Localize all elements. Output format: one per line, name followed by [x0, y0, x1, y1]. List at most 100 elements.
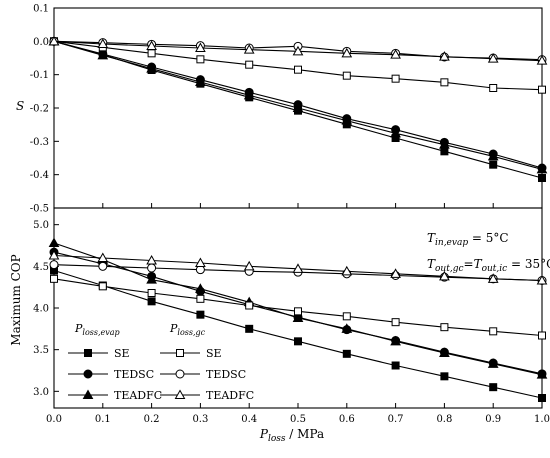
- top-se_gc-point-7: [391, 74, 400, 83]
- top-x-ticks: [53, 203, 543, 208]
- top-teadfc_evap-point-8: [439, 139, 450, 149]
- bottom-se_evap-point-9: [489, 383, 498, 392]
- top-teadfc_gc-point-10: [536, 55, 548, 65]
- bottom-x-tick-label-10: 1.0: [534, 414, 550, 425]
- legend-se-evap-marker: [84, 349, 92, 357]
- legend-se-gc-label: SE: [206, 347, 222, 360]
- legend-header-evap: Ploss,evap: [74, 322, 120, 337]
- legend-tedsc-gc-label: TEDSC: [206, 368, 246, 381]
- top-teadfc_evap-point-3: [195, 76, 206, 86]
- bottom-y-ticks: 5.0 4.5 4.0 3.5 3.0: [33, 220, 59, 398]
- bottom-teadfc_evap-point-5: [292, 312, 304, 322]
- top-teadfc_gc-point-8: [439, 51, 450, 61]
- top-teadfc_evap-point-5: [292, 102, 304, 112]
- bottom-y-tick-label-3: 3.5: [33, 345, 49, 356]
- top-se_gc-point-2: [147, 49, 156, 58]
- top-teadfc_evap-point-6: [341, 115, 353, 125]
- top-teadfc_evap-point-10: [536, 163, 548, 174]
- bottom-teadfc_gc-point-1: [97, 252, 109, 262]
- bottom-tedsc_gc-point-0: [49, 260, 59, 270]
- top-se_evap-point-9: [489, 160, 498, 169]
- bottom-x-tick-label-9: 0.9: [485, 414, 501, 425]
- top-se_evap-point-10: [538, 174, 546, 182]
- legend-row-se: SE SE: [68, 347, 222, 360]
- top-teadfc_gc-point-4: [243, 44, 255, 54]
- top-teadfc_gc-point-7: [390, 49, 401, 59]
- bottom-se_gc-point-8: [440, 323, 449, 332]
- legend-header-evap-sub: loss,evap: [82, 328, 119, 337]
- bottom-teadfc_evap-point-0: [48, 237, 60, 247]
- top-y-tick-label-0: 0.1: [33, 4, 49, 15]
- bottom-se_gc-point-9: [489, 327, 498, 336]
- bottom-y-tick-label-4: 3.0: [33, 387, 49, 398]
- annotation-line-1-value: = 5°C: [468, 231, 509, 245]
- bottom-se_gc-line: [53, 278, 543, 337]
- bottom-teadfc_gc-point-3: [195, 257, 206, 267]
- top-y-axis-title: S: [16, 99, 24, 113]
- bottom-teadfc_evap-point-7: [390, 335, 401, 346]
- legend-tedsc-gc-marker: [175, 369, 185, 379]
- top-series-group: [48, 35, 548, 182]
- top-teadfc_evap-point-4: [243, 89, 255, 100]
- top-y-tick-label-1: 0.0: [33, 37, 49, 48]
- legend-tedsc-evap-marker: [83, 369, 93, 379]
- bottom-se_gc-point-4: [245, 301, 254, 310]
- legend: Ploss,evap Ploss,gc SE SE TEDSC: [68, 322, 254, 402]
- bottom-teadfc_evap-point-8: [439, 347, 450, 357]
- top-se_gc-point-6: [342, 71, 351, 80]
- x-axis-title-sub: loss: [268, 434, 286, 444]
- bottom-teadfc_gc-point-10: [536, 274, 548, 285]
- top-se_gc-point-9: [489, 84, 498, 92]
- bottom-x-tick-label-5: 0.5: [290, 414, 306, 425]
- bottom-se_evap-point-8: [440, 372, 449, 381]
- legend-se-gc-marker: [176, 349, 184, 357]
- top-teadfc_evap-point-2: [146, 63, 157, 73]
- top-teadfc_gc-point-9: [487, 53, 499, 63]
- annotation-line-2-sub2: out,ic: [482, 264, 508, 274]
- bottom-x-tick-label-3: 0.3: [192, 414, 208, 425]
- bottom-se_evap-point-10: [538, 394, 546, 402]
- bottom-se_gc-point-7: [391, 318, 400, 327]
- top-teadfc_gc-point-0: [48, 35, 60, 46]
- top-y-tick-label-2: -0.1: [30, 70, 49, 81]
- bottom-se_evap-point-7: [391, 361, 400, 370]
- bottom-teadfc_evap-point-6: [341, 323, 353, 333]
- top-teadfc_gc-point-5: [292, 45, 304, 56]
- bottom-se_gc-point-10: [538, 331, 546, 340]
- top-y-tick-label-3: -0.2: [30, 104, 49, 115]
- top-y-tick-label-6: -0.5: [30, 204, 49, 215]
- top-teadfc_evap-point-7: [390, 127, 401, 138]
- bottom-series-group: [48, 237, 548, 402]
- legend-teadfc-gc-label: TEADFC: [206, 389, 254, 402]
- bottom-se_evap-point-4: [245, 324, 254, 333]
- bottom-se_gc-point-6: [342, 312, 351, 321]
- bottom-tedsc_gc-point-2: [147, 263, 157, 273]
- top-teadfc_evap-point-1: [97, 49, 109, 60]
- bottom-teadfc_gc-point-8: [439, 270, 450, 281]
- x-axis-title-tail: / MPa: [285, 427, 324, 441]
- annotation-line-2: Tout,gc=Tout,ic = 35°C: [427, 257, 550, 274]
- annotation-line-2-part2: T: [474, 257, 483, 271]
- annotation-line-2-sub1: out,gc: [435, 264, 464, 274]
- bottom-teadfc_gc-point-0: [48, 249, 60, 260]
- top-teadfc_evap-point-9: [487, 150, 499, 161]
- legend-teadfc-evap-label: TEADFC: [114, 389, 162, 402]
- bottom-y-axis-title: Maximum COP: [9, 254, 23, 345]
- top-se_gc-point-4: [245, 60, 254, 69]
- bottom-y-tick-label-1: 4.5: [33, 262, 49, 273]
- bottom-teadfc_gc-point-5: [292, 263, 304, 273]
- bottom-teadfc_evap-point-2: [146, 274, 157, 284]
- bottom-se_gc-point-0: [50, 274, 58, 283]
- top-teadfc_gc-point-2: [146, 40, 157, 50]
- top-teadfc_gc-point-6: [341, 47, 353, 58]
- legend-row-teadfc: TEADFC TEADFC: [68, 389, 254, 402]
- bottom-teadfc_gc-point-6: [341, 265, 353, 276]
- bottom-teadfc_evap-point-3: [195, 283, 206, 293]
- annotation-line-2-value: = 35°C: [507, 257, 550, 271]
- conditions-annotation: Tin,evap = 5°C Tout,gc=Tout,ic = 35°C: [427, 231, 550, 274]
- x-axis-title: Ploss / MPa: [259, 427, 324, 444]
- bottom-se_gc-point-5: [294, 307, 302, 316]
- top-teadfc_gc-point-3: [195, 42, 206, 52]
- annotation-line-1-main: T: [427, 231, 436, 245]
